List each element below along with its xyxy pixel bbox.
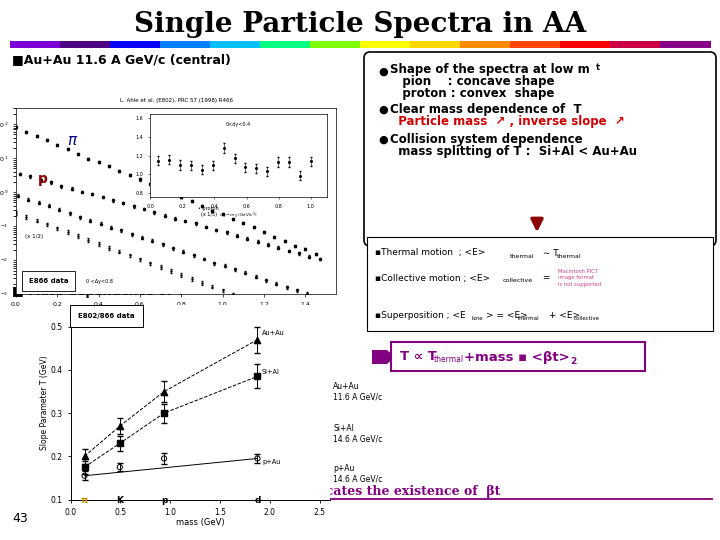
FancyBboxPatch shape (367, 237, 713, 331)
Text: + <E>: + <E> (546, 310, 580, 320)
Text: collective: collective (503, 279, 533, 284)
Bar (660, 41, 711, 48)
Text: Collision system dependence: Collision system dependence (390, 133, 582, 146)
Text: Au+Au
11.6 A GeV/c: Au+Au 11.6 A GeV/c (333, 382, 382, 402)
Point (78, 471, 90, 480)
Point (158, 387, 170, 396)
Text: pion    : concave shape: pion : concave shape (390, 76, 554, 89)
Y-axis label: Slope Parameter T (GeV): Slope Parameter T (GeV) (40, 355, 49, 450)
Point (114, 439, 125, 448)
FancyArrow shape (372, 350, 395, 364)
Bar (560, 41, 611, 48)
Text: 43: 43 (12, 511, 28, 524)
Text: p: p (38, 172, 48, 186)
FancyBboxPatch shape (391, 342, 645, 371)
Text: Mass dependence of T indicates the existence of  βt: Mass dependence of T indicates the exist… (138, 485, 500, 498)
X-axis label: mass (GeV): mass (GeV) (176, 518, 225, 527)
Text: T ∝ T: T ∝ T (400, 350, 437, 363)
Text: ●: ● (378, 135, 388, 145)
Text: L. Ahle et al. (E802), PRC 57 (1998) R466: L. Ahle et al. (E802), PRC 57 (1998) R46… (120, 98, 233, 104)
Text: +mass ▪ <βt>: +mass ▪ <βt> (464, 350, 570, 363)
Bar (210, 41, 261, 48)
Point (158, 454, 170, 463)
Text: p: p (161, 496, 167, 505)
Bar (260, 41, 310, 48)
Text: • proton
  (x 1/5): • proton (x 1/5) (199, 206, 219, 217)
Text: Macintosh PICT
image format
is not supported: Macintosh PICT image format is not suppo… (558, 269, 601, 287)
Text: $\pi$: $\pi$ (67, 133, 78, 148)
Text: ●: ● (378, 67, 388, 77)
Point (252, 372, 264, 381)
Bar (60, 41, 110, 48)
Text: Au+Au: Au+Au (262, 330, 284, 336)
Text: 2: 2 (570, 356, 576, 366)
Point (252, 335, 264, 344)
Bar (410, 41, 461, 48)
Point (78, 463, 90, 471)
Text: kine: kine (472, 315, 484, 321)
Bar (510, 41, 560, 48)
Text: > = <E>: > = <E> (486, 310, 528, 320)
Text: π: π (81, 496, 88, 505)
Point (158, 409, 170, 417)
Bar (610, 41, 660, 48)
Text: d: d (254, 496, 261, 505)
Text: E802/866 data: E802/866 data (78, 313, 135, 319)
Text: Si+Al: Si+Al (262, 369, 280, 375)
Text: p+Au
14.6 A GeV/c: p+Au 14.6 A GeV/c (333, 464, 382, 484)
Point (114, 422, 125, 430)
Bar (110, 41, 161, 48)
Text: t: t (596, 63, 600, 71)
Bar (160, 41, 210, 48)
Text: thermal: thermal (510, 253, 535, 259)
Point (252, 454, 264, 463)
Text: ∼ T: ∼ T (540, 248, 559, 258)
Text: Single Particle Spectra in AA: Single Particle Spectra in AA (134, 11, 586, 38)
Text: ■ Mass dependence of T: ■ Mass dependence of T (12, 286, 185, 299)
Text: ■Au+Au 11.6 A GeV/c (central): ■Au+Au 11.6 A GeV/c (central) (12, 53, 231, 66)
Text: Clear mass dependence of  T: Clear mass dependence of T (390, 104, 582, 117)
Bar (10, 41, 60, 48)
FancyBboxPatch shape (364, 52, 716, 246)
Text: 0 <Δy<0.8: 0 <Δy<0.8 (86, 279, 113, 284)
Text: thermal: thermal (557, 253, 582, 259)
Bar (360, 41, 410, 48)
Text: Particle mass  ↗ , inverse slope  ↗: Particle mass ↗ , inverse slope ↗ (390, 116, 625, 129)
Text: K: K (117, 496, 123, 505)
Text: ●: ● (378, 105, 388, 115)
Text: p+Au: p+Au (262, 458, 280, 464)
Text: ▪Collective motion ; <E>: ▪Collective motion ; <E> (375, 273, 490, 282)
Bar (310, 41, 361, 48)
Text: Shape of the spectra at low m: Shape of the spectra at low m (390, 64, 590, 77)
Text: (x 1/2): (x 1/2) (25, 234, 44, 239)
Text: collective: collective (574, 315, 600, 321)
Bar (460, 41, 510, 48)
Text: ▪Thermal motion  ; <E>: ▪Thermal motion ; <E> (375, 248, 485, 258)
Point (114, 463, 125, 471)
Text: E866 data: E866 data (29, 278, 68, 284)
Text: thermal: thermal (434, 355, 464, 364)
Point (78, 452, 90, 461)
Text: proton : convex  shape: proton : convex shape (390, 86, 554, 99)
Text: thermal: thermal (518, 315, 539, 321)
X-axis label: $m_t - m_0$  (GeV/c$^2$): $m_t - m_0$ (GeV/c$^2$) (148, 308, 204, 319)
Text: ▪Superposition ; <E: ▪Superposition ; <E (375, 310, 466, 320)
Text: =: = (540, 273, 553, 282)
Text: mass splitting of T :  Si+Al < Au+Au: mass splitting of T : Si+Al < Au+Au (390, 145, 637, 159)
Text: Si+Al
14.6 A GeV/c: Si+Al 14.6 A GeV/c (333, 424, 382, 444)
